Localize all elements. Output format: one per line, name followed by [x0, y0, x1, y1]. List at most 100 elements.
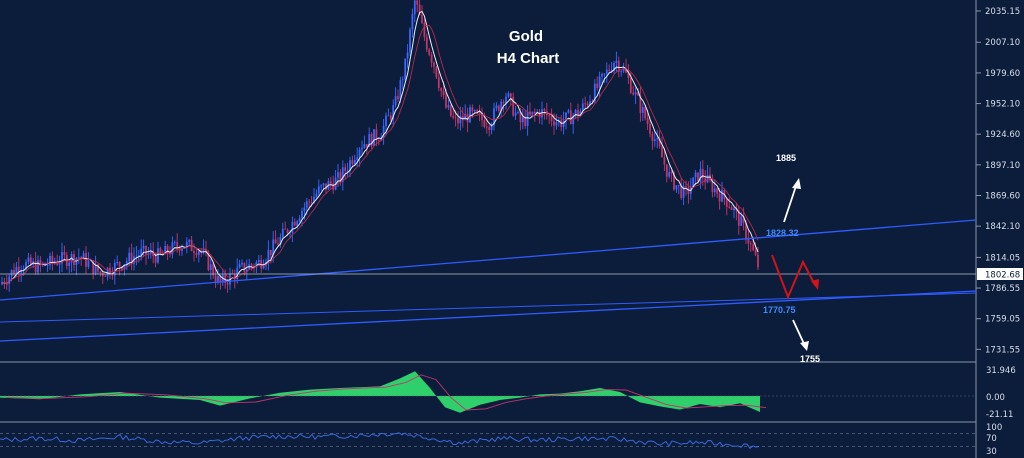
candle-body — [675, 185, 678, 190]
oscillator-panel — [0, 371, 976, 413]
candle-body — [293, 221, 296, 226]
candle-body — [94, 264, 97, 274]
candle-body — [416, 0, 419, 5]
candle-body — [82, 253, 85, 258]
candle-body — [308, 201, 311, 203]
candle-body — [449, 105, 452, 116]
candle-body — [77, 257, 80, 259]
candle-body — [361, 147, 363, 150]
candle-body — [51, 255, 54, 263]
candle-body — [341, 167, 344, 182]
candle-body — [555, 122, 558, 126]
candle-body — [284, 228, 287, 230]
candle-body — [113, 262, 116, 276]
candle-body — [591, 101, 594, 103]
target-1755-label: 1755 — [800, 354, 820, 364]
candle-body — [697, 172, 699, 182]
candle-body — [550, 115, 553, 122]
forecast-zigzag — [771, 254, 816, 300]
candle-body — [368, 134, 371, 147]
candle-body — [137, 254, 140, 256]
rsi-tick-100: 100 — [986, 423, 1002, 433]
candle-body — [296, 221, 299, 226]
candle-body — [401, 79, 404, 81]
candle-body — [641, 107, 644, 113]
candle-body — [159, 248, 162, 254]
candle-body — [644, 107, 647, 119]
candle-body — [277, 243, 279, 245]
candle-body — [135, 255, 138, 257]
candle-body — [231, 273, 234, 274]
candle-body — [291, 221, 294, 233]
candle-body — [209, 264, 212, 270]
candle-body — [73, 254, 75, 266]
up-arrow-head — [792, 178, 801, 189]
candle-body — [706, 174, 709, 183]
candle-body — [598, 76, 601, 88]
candle-body — [337, 172, 339, 178]
candle-body — [430, 54, 433, 63]
candle-body — [526, 111, 529, 126]
candle-body — [267, 249, 270, 262]
candle-body — [637, 92, 639, 96]
candle-body — [445, 95, 447, 108]
up-arrow — [783, 182, 798, 223]
candle-body — [649, 123, 651, 134]
candle-body — [332, 183, 335, 190]
candle-body — [313, 196, 315, 203]
candle-body — [375, 129, 378, 141]
candle-body — [673, 172, 675, 190]
support-trendline — [0, 292, 977, 323]
candle-body — [687, 187, 690, 194]
candle-body — [181, 248, 183, 251]
candle-body — [363, 144, 366, 148]
candle-body — [80, 257, 83, 259]
candle-body — [658, 138, 661, 147]
support-1770-label: 1770.75 — [763, 305, 796, 315]
candle-body — [404, 58, 407, 80]
candle-body — [529, 111, 531, 115]
candle-body — [721, 189, 723, 202]
price-tick-label: 1731.55 — [985, 345, 1020, 355]
rsi-line — [0, 432, 760, 449]
candle-body — [433, 62, 435, 67]
candle-body — [325, 183, 327, 190]
candle-body — [629, 78, 632, 93]
candle-body — [97, 264, 99, 272]
target-1885-label: 1885 — [776, 153, 796, 163]
candle-body — [382, 126, 385, 138]
candle-body — [490, 125, 493, 131]
candle-body — [157, 248, 159, 263]
candle-body — [320, 185, 323, 187]
candle-body — [145, 245, 147, 255]
candle-body — [15, 266, 18, 275]
osc-tick-bottom: -21.11 — [986, 410, 1013, 420]
candle-body — [473, 110, 476, 112]
chart-title: Gold — [509, 28, 543, 45]
candle-body — [92, 260, 95, 274]
candle-body — [464, 114, 467, 121]
candle-body — [495, 105, 498, 109]
candle-body — [257, 259, 260, 263]
candle-body — [370, 134, 373, 146]
candle-body — [27, 257, 30, 263]
candle-body — [385, 115, 387, 127]
candle-body — [245, 269, 248, 273]
price-tick-label: 1897.10 — [985, 161, 1020, 171]
candle-body — [233, 273, 236, 280]
candle-body — [509, 93, 512, 97]
candle-body — [149, 250, 152, 254]
candle-body — [665, 164, 668, 177]
candle-body — [269, 249, 272, 256]
candle-body — [677, 185, 680, 186]
candle-body — [538, 111, 541, 118]
candle-body — [733, 208, 735, 211]
candle-body — [584, 103, 587, 105]
candle-body — [620, 71, 623, 73]
candle-body — [716, 188, 719, 194]
candle-body — [586, 103, 589, 106]
price-tick-label: 1759.05 — [985, 315, 1020, 325]
candle-body — [44, 263, 47, 266]
main-price-panel — [1, 0, 759, 293]
candle-body — [173, 242, 176, 243]
